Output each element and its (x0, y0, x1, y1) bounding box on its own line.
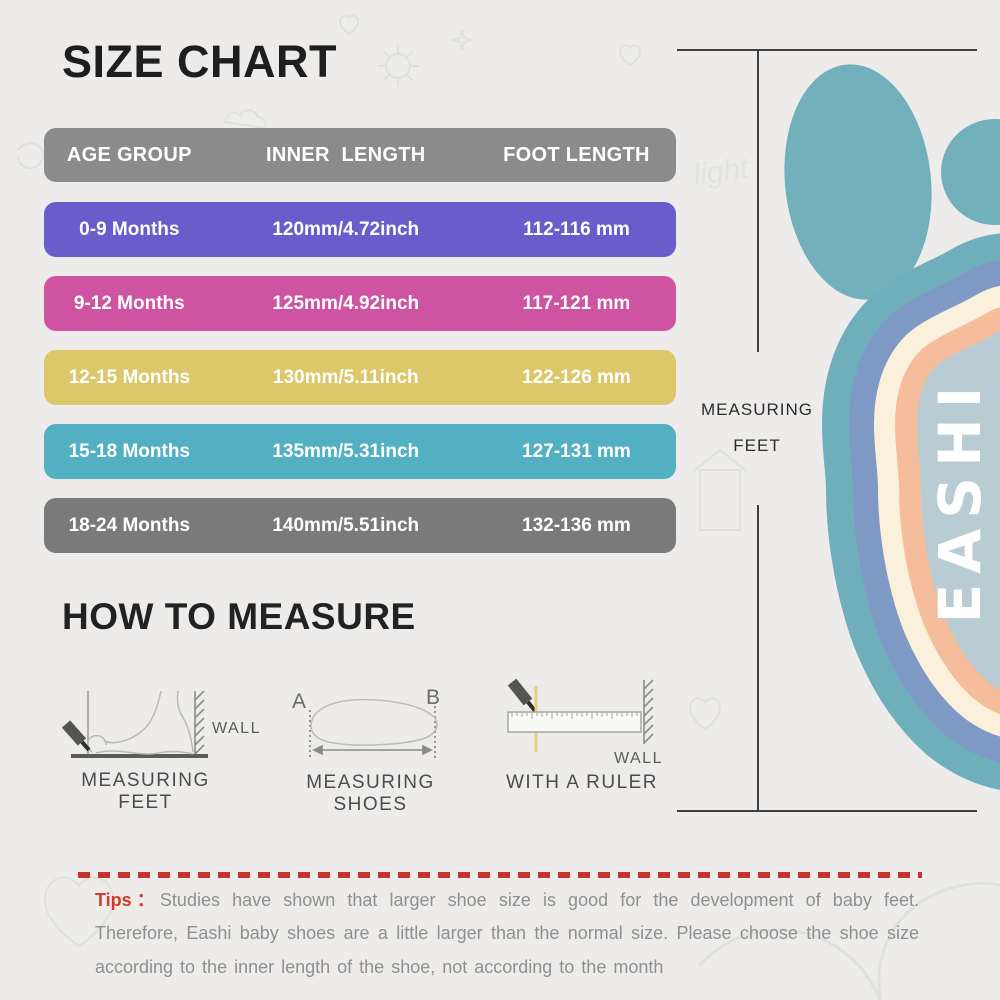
red-dashed-divider (78, 872, 922, 878)
inner-cell: 140mm/5.51inch (272, 514, 420, 536)
doodle (698, 928, 882, 1000)
page-title: SIZE CHART (62, 36, 337, 87)
tips-body-text: Studies have shown that larger shoe size… (95, 890, 919, 977)
table-row: 15-18 Months 135mm/5.31inch 127-131 mm (44, 424, 676, 479)
column-header-inner: INNER LENGTH (266, 143, 426, 166)
foot-cell: 132-136 mm (522, 514, 631, 536)
column-header-age: AGE GROUP (66, 143, 192, 166)
table-row: 18-24 Months 140mm/5.51inch 132-136 mm (44, 498, 676, 553)
inner-cell: 130mm/5.11inch (272, 366, 419, 388)
foot-cell: 112-116 mm (523, 218, 630, 240)
second-toe (941, 119, 1000, 225)
doodle (43, 876, 115, 948)
age-cell: 15-18 Months (68, 440, 191, 462)
with-a-ruler-caption: WITH A RULER (505, 772, 659, 793)
measuring-feet-side-label-line2: FEET (733, 436, 781, 455)
measuring-feet-caption: MEASURING FEET (81, 770, 210, 813)
foot-cell: 122-126 mm (522, 366, 631, 388)
doodle-text-light: light (691, 151, 752, 192)
age-cell: 12-15 Months (68, 366, 191, 388)
table-row: 12-15 Months 130mm/5.11inch 122-126 mm (44, 350, 676, 405)
ruler-diagram (507, 678, 654, 752)
length-arrow (312, 744, 433, 756)
point-a-label: A (292, 690, 306, 713)
shoe-sole-outline (310, 698, 438, 746)
doodle (688, 697, 722, 731)
measuring-shoes-caption: MEASURING SHOES (306, 772, 435, 815)
age-cell: 0-9 Months (79, 218, 180, 240)
doodle (377, 45, 419, 87)
measuring-feet-side-label: MEASURING FEET (672, 392, 842, 464)
wall-hatch (194, 690, 205, 756)
inner-cell: 135mm/5.31inch (272, 440, 420, 462)
pencil-icon (507, 678, 537, 713)
ruler-drawing (507, 711, 642, 733)
measuring-feet-side-label-line1: MEASURING (701, 400, 813, 419)
foot-cell: 117-121 mm (522, 292, 631, 314)
doodle (17, 142, 45, 169)
doodle (338, 14, 360, 36)
doodle (451, 29, 473, 51)
tips-label: Tips： (95, 890, 160, 910)
doodle (694, 448, 746, 531)
table-row: 9-12 Months 125mm/4.92inch 117-121 mm (44, 276, 676, 331)
measuring-shoes-diagram: A B (292, 686, 440, 760)
doodle (877, 881, 1000, 1000)
wall-label: WALL (212, 720, 261, 737)
table-header-row: AGE GROUP INNER LENGTH FOOT LENGTH (44, 128, 676, 182)
doodle (223, 109, 267, 130)
foot-inner (917, 331, 1000, 691)
pencil-icon (61, 720, 91, 752)
big-toe (784, 64, 932, 300)
doodle (618, 44, 642, 67)
point-b-label: B (426, 686, 440, 709)
measure-line-bottom (677, 810, 977, 812)
column-header-foot: FOOT LENGTH (503, 143, 650, 166)
foot-outline-drawing (87, 690, 194, 755)
footprint-illustration (784, 64, 1000, 790)
inner-cell: 125mm/4.92inch (272, 292, 420, 314)
brand-logo-text: EASHI (926, 376, 994, 624)
measure-line-top (677, 49, 977, 51)
foot-cell: 127-131 mm (522, 440, 631, 462)
wall-hatch (643, 679, 654, 744)
measuring-feet-diagram (61, 690, 208, 758)
how-to-measure-title: HOW TO MEASURE (62, 596, 416, 637)
measure-line-vertical-lower (757, 505, 759, 810)
tips-paragraph: Tips：Studies have shown that larger shoe… (95, 884, 919, 984)
measure-line-vertical-upper (757, 49, 759, 352)
wall-label: WALL (614, 750, 663, 767)
inner-cell: 120mm/4.72inch (272, 218, 420, 240)
age-cell: 9-12 Months (73, 292, 185, 314)
table-row: 0-9 Months 120mm/4.72inch 112-116 mm (44, 202, 676, 257)
age-cell: 18-24 Months (68, 514, 191, 536)
